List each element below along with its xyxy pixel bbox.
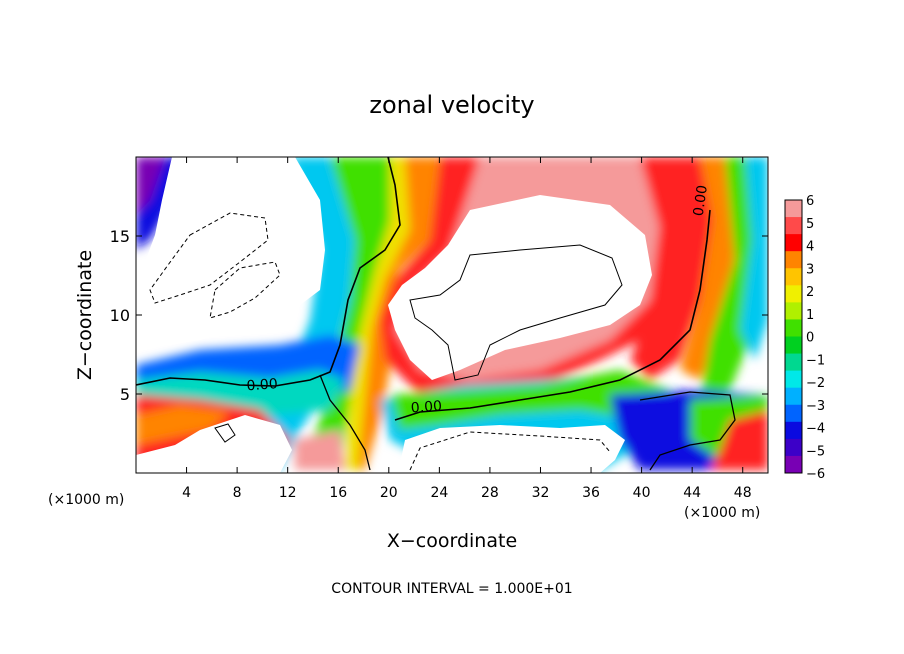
- x-axis: 4 8 12 16 20 24 28 32 36 40 44 48: [182, 157, 752, 501]
- contour-label: 0.00: [691, 184, 711, 217]
- contour-label: 0.00: [410, 398, 442, 416]
- colorbar-swatch: [785, 455, 802, 474]
- contour-inner-centre: [409, 244, 623, 381]
- colorbar-label: −6: [806, 467, 825, 482]
- colorbar-swatch: [785, 336, 802, 355]
- colorbar-swatch: [785, 353, 802, 372]
- contour-dashed-top-left: [149, 212, 269, 304]
- y-axis-label: Z−coordinate: [74, 250, 96, 380]
- colorbar-label: 2: [806, 285, 814, 300]
- colorbar-swatch: [785, 285, 802, 303]
- x-axis-label: X−coordinate: [387, 530, 517, 552]
- colorbar-swatch: [785, 200, 802, 218]
- contour-labels: 0.00 0.00 0.00: [246, 184, 711, 416]
- x-tick-label: 28: [481, 485, 499, 501]
- y-tick-label: 5: [120, 385, 130, 404]
- colorbar-label: 4: [806, 240, 814, 255]
- x-unit-left: (×1000 m): [48, 492, 124, 508]
- colorbar-swatch: [785, 319, 802, 337]
- field-orange-band: [358, 157, 470, 470]
- colorbar-swatch: [785, 404, 802, 423]
- x-tick-label: 24: [430, 485, 448, 501]
- plot-area: 0.00 0.00 0.00: [135, 156, 769, 474]
- colorbar-label: 5: [806, 217, 814, 232]
- white-region-bottom-centre: [398, 425, 625, 473]
- contour-interval-note: CONTOUR INTERVAL = 1.000E+01: [331, 581, 572, 597]
- x-tick-label: 16: [329, 485, 347, 501]
- colorbar-label: 6: [806, 194, 814, 209]
- white-region-top-left: [140, 157, 325, 345]
- field-cyan-right: [740, 157, 768, 360]
- field-cyan-column: [230, 157, 390, 470]
- colorbar-label: −1: [806, 353, 825, 368]
- contour-zero-column: [319, 374, 371, 471]
- y-axis: 5 10 15: [110, 227, 768, 404]
- x-tick-label: 8: [233, 485, 242, 501]
- field-red-right: [630, 157, 720, 380]
- x-tick-label: 32: [532, 485, 550, 501]
- field-orange-right: [680, 157, 745, 380]
- x-tick-label: 4: [182, 485, 191, 501]
- contour-zero-left: [136, 157, 401, 387]
- colorbar-swatch: [785, 421, 802, 440]
- chart-title: zonal velocity: [369, 91, 534, 119]
- contour-zero-centre: [394, 209, 711, 421]
- colorbar-label: 0: [806, 331, 814, 346]
- x-tick-label: 36: [582, 485, 600, 501]
- y-tick-label: 10: [110, 306, 130, 325]
- x-tick-label: 44: [683, 485, 701, 501]
- colorbar-swatch: [785, 217, 802, 235]
- colorbar: 6 5 4 3 2 1 0 −1 −2 −3 −4 −5 −6: [784, 194, 825, 482]
- colorbar-swatch: [785, 438, 802, 457]
- colorbar-swatch: [785, 251, 802, 269]
- contour-zero-lower-right: [639, 391, 736, 471]
- colorbar-frame: [784, 199, 803, 474]
- out-of-range-regions: [136, 157, 652, 473]
- colorbar-label: −3: [806, 399, 825, 414]
- contour-dashed-small: [209, 261, 281, 319]
- colorbar-label: −4: [806, 422, 825, 437]
- y-tick-label: 15: [110, 227, 130, 246]
- contour-small-loop: [214, 423, 236, 443]
- field-orange-bottom-left: [136, 405, 230, 445]
- field-red-bottom-right: [710, 410, 768, 470]
- colorbar-label: 3: [806, 262, 814, 277]
- colorbar-label: −2: [806, 376, 825, 391]
- x-tick-label: 20: [380, 485, 398, 501]
- colorbar-label: −5: [806, 444, 825, 459]
- colorbar-swatch: [785, 302, 802, 320]
- colorbar-swatch: [785, 387, 802, 406]
- contour-label: 0.00: [246, 376, 278, 394]
- white-region-centre: [388, 195, 652, 380]
- white-region-bottom-left: [136, 415, 292, 473]
- x-tick-label: 48: [734, 485, 752, 501]
- x-unit-right: (×1000 m): [684, 505, 760, 521]
- x-tick-label: 12: [279, 485, 297, 501]
- contours: [136, 157, 736, 471]
- colorbar-swatch: [785, 268, 802, 286]
- field-purple-top-left: [136, 157, 165, 215]
- x-tick-label: 40: [633, 485, 651, 501]
- field-pink-bottom-centre: [295, 430, 345, 470]
- colorbar-label: 1: [806, 308, 814, 323]
- colorbar-swatch: [785, 370, 802, 389]
- colorbar-swatch: [785, 234, 802, 252]
